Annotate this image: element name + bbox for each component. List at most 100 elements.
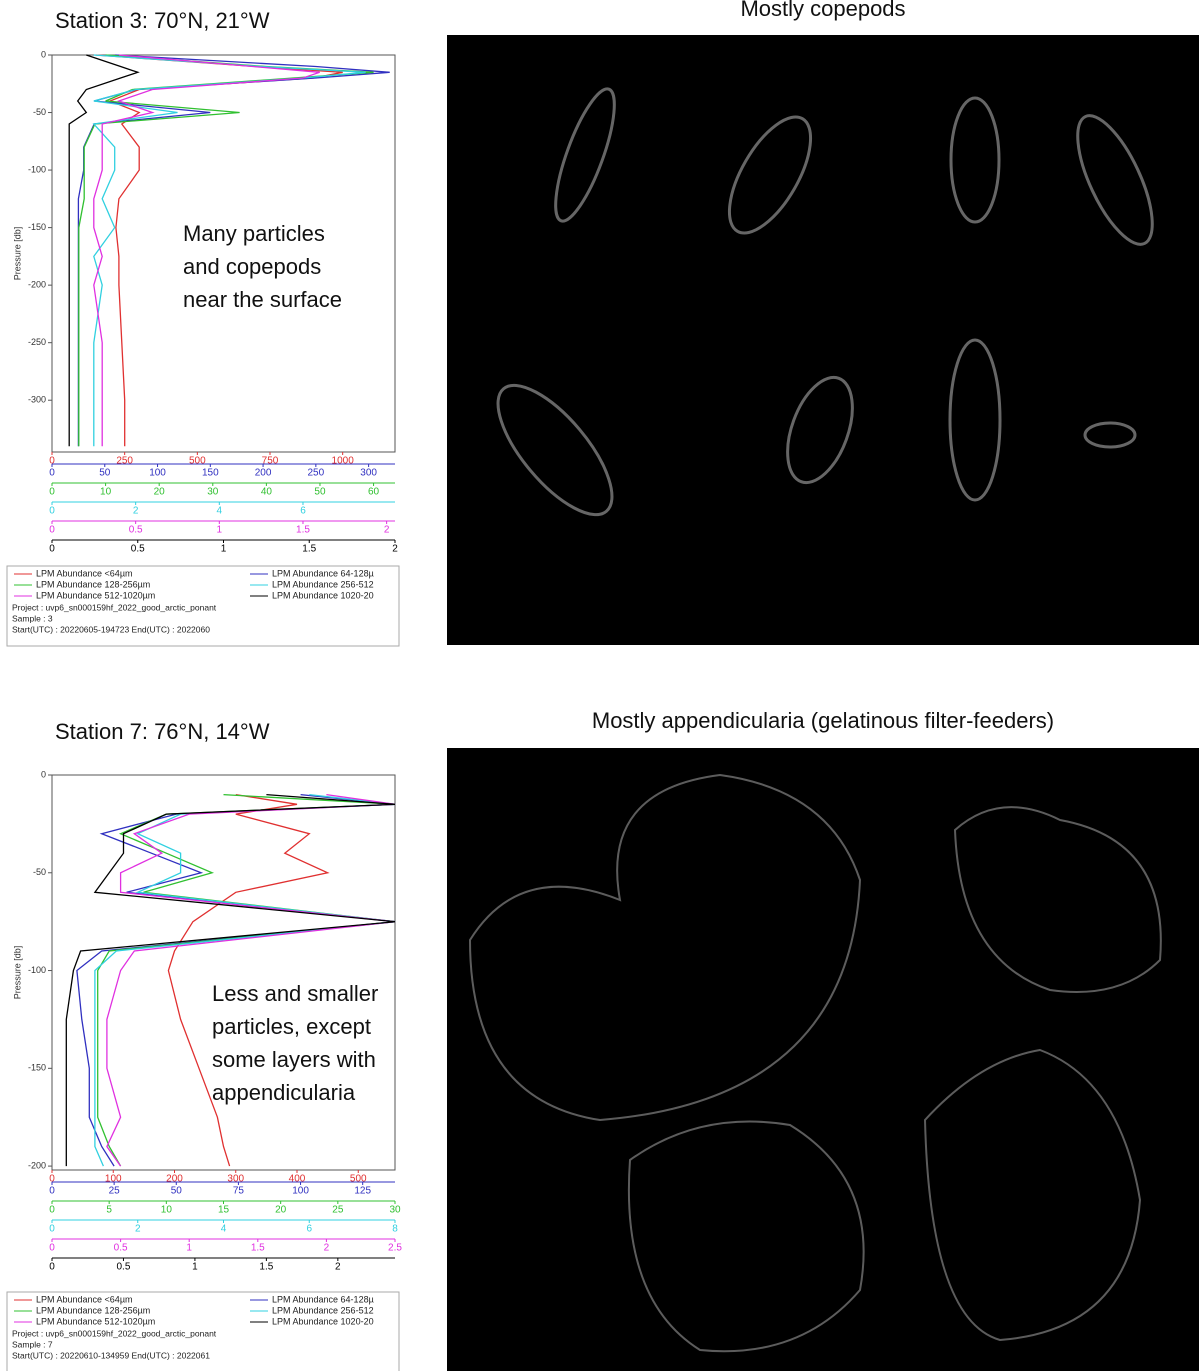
legend-label: LPM Abundance 256-512 <box>272 1305 374 1315</box>
x-tick-label: 200 <box>166 1174 183 1185</box>
x-tick-label: 1000 <box>332 456 355 467</box>
x-tick-label: 0.5 <box>117 1262 131 1273</box>
x-tick-label: 15 <box>218 1205 230 1216</box>
annotation: and copepods <box>183 254 321 279</box>
x-tick-label: 25 <box>332 1205 344 1216</box>
x-tick-label: 500 <box>189 456 206 467</box>
x-tick-label: 0 <box>49 468 55 479</box>
legend-label: LPM Abundance 512-1020µm <box>36 590 155 600</box>
x-tick-label: 500 <box>350 1174 367 1185</box>
x-tick-label: 1 <box>221 544 227 555</box>
x-tick-label: 2 <box>133 506 139 517</box>
x-tick-label: 60 <box>368 487 380 498</box>
legend-label: LPM Abundance 64-128µ <box>272 568 374 578</box>
y-tick-label: -100 <box>28 965 46 975</box>
info-line: Project : uvp6_sn000159hf_2022_good_arct… <box>12 602 217 612</box>
x-tick-label: 0 <box>49 1243 55 1254</box>
legend-label: LPM Abundance <64µm <box>36 568 133 578</box>
x-tick-label: 6 <box>306 1224 312 1235</box>
y-tick-label: 0 <box>41 769 46 779</box>
legend-label: LPM Abundance 64-128µ <box>272 1294 374 1304</box>
legend-label: LPM Abundance 1020-20 <box>272 590 374 600</box>
x-tick-label: 100 <box>149 468 166 479</box>
chart-title: Station 3: 70°N, 21°W <box>55 8 270 33</box>
x-tick-label: 0 <box>49 525 55 536</box>
x-tick-label: 0 <box>49 544 55 555</box>
x-tick-label: 2 <box>392 544 398 555</box>
legend-label: LPM Abundance 1020-20 <box>272 1316 374 1326</box>
photo-title: Mostly copepods <box>740 0 905 21</box>
x-tick-label: 20 <box>275 1205 287 1216</box>
y-tick-label: 0 <box>41 49 46 59</box>
info-line: Project : uvp6_sn000159hf_2022_good_arct… <box>12 1328 217 1338</box>
y-tick-label: -300 <box>28 395 46 405</box>
x-tick-label: 0 <box>49 1186 55 1197</box>
legend-label: LPM Abundance 128-256µm <box>36 1305 150 1315</box>
x-tick-label: 0.5 <box>114 1243 128 1254</box>
legend-label: LPM Abundance 256-512 <box>272 579 374 589</box>
x-tick-label: 0 <box>49 506 55 517</box>
annotation: Less and smaller <box>212 981 378 1006</box>
legend-label: LPM Abundance 512-1020µm <box>36 1316 155 1326</box>
x-tick-label: 25 <box>109 1186 121 1197</box>
figure: Mostly copepods Mostly appendicularia (ge… <box>0 0 1199 1371</box>
y-tick-label: -200 <box>28 1160 46 1170</box>
appendicularia-photo <box>447 748 1199 1371</box>
copepod-photo <box>447 35 1199 645</box>
x-tick-label: 0 <box>49 487 55 498</box>
y-tick-label: -150 <box>28 222 46 232</box>
x-tick-label: 1.5 <box>296 525 310 536</box>
x-tick-label: 250 <box>116 456 133 467</box>
info-line: Start(UTC) : 20220605-194723 End(UTC) : … <box>12 624 210 634</box>
chart-title: Station 7: 76°N, 14°W <box>55 719 270 744</box>
info-line: Sample : 3 <box>12 613 53 623</box>
x-tick-label: 0 <box>49 1224 55 1235</box>
x-tick-label: 0 <box>49 1262 55 1273</box>
x-tick-label: 2 <box>135 1224 141 1235</box>
x-tick-label: 4 <box>221 1224 227 1235</box>
x-tick-label: 250 <box>308 468 325 479</box>
y-tick-label: -150 <box>28 1063 46 1073</box>
x-tick-label: 0.5 <box>131 544 145 555</box>
x-tick-label: 300 <box>227 1174 244 1185</box>
info-line: Start(UTC) : 20220610-134959 End(UTC) : … <box>12 1350 210 1360</box>
annotation: appendicularia <box>212 1080 356 1105</box>
x-tick-label: 5 <box>106 1205 112 1216</box>
annotation: particles, except <box>212 1014 371 1039</box>
annotation: near the surface <box>183 287 342 312</box>
x-tick-label: 1 <box>217 525 223 536</box>
x-tick-label: 150 <box>202 468 219 479</box>
annotation: some layers with <box>212 1047 376 1072</box>
x-tick-label: 1.5 <box>302 544 316 555</box>
y-tick-label: -100 <box>28 164 46 174</box>
x-tick-label: 0.5 <box>129 525 143 536</box>
photo-title: Mostly appendicularia (gelatinous filter… <box>592 708 1054 733</box>
x-tick-label: 40 <box>261 487 273 498</box>
x-tick-label: 8 <box>392 1224 398 1235</box>
x-tick-label: 50 <box>314 487 326 498</box>
y-tick-label: -50 <box>33 867 46 877</box>
x-tick-label: 100 <box>105 1174 122 1185</box>
x-tick-label: 1 <box>192 1262 198 1273</box>
x-tick-label: 6 <box>300 506 306 517</box>
legend-label: LPM Abundance 128-256µm <box>36 579 150 589</box>
y-tick-label: -200 <box>28 280 46 290</box>
x-tick-label: 30 <box>389 1205 401 1216</box>
x-tick-label: 300 <box>360 468 377 479</box>
x-tick-label: 1.5 <box>259 1262 273 1273</box>
x-tick-label: 50 <box>171 1186 183 1197</box>
x-tick-label: 50 <box>99 468 111 479</box>
x-tick-label: 750 <box>262 456 279 467</box>
x-tick-label: 75 <box>233 1186 245 1197</box>
x-tick-label: 30 <box>207 487 219 498</box>
x-tick-label: 10 <box>100 487 112 498</box>
y-tick-label: -250 <box>28 337 46 347</box>
x-tick-label: 2 <box>335 1262 341 1273</box>
x-tick-label: 1 <box>186 1243 192 1254</box>
x-tick-label: 20 <box>154 487 166 498</box>
legend-label: LPM Abundance <64µm <box>36 1294 133 1304</box>
x-tick-label: 10 <box>161 1205 173 1216</box>
y-axis-label: Pressure [db] <box>12 946 22 1000</box>
x-tick-label: 2.5 <box>388 1243 402 1254</box>
x-tick-label: 125 <box>354 1186 371 1197</box>
